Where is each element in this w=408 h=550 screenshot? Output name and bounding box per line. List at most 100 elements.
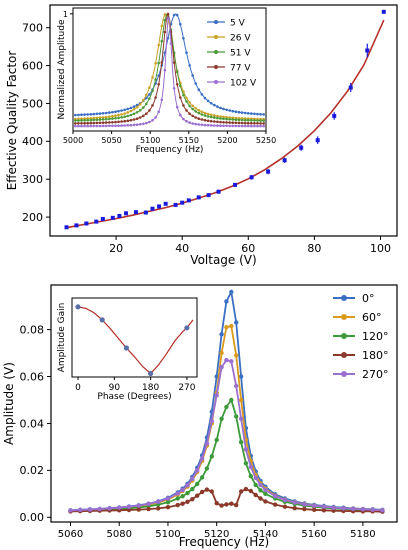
series-marker (78, 507, 83, 513)
series-marker (243, 486, 249, 492)
inset-plot-area (71, 297, 198, 378)
series-marker (213, 120, 216, 123)
series-marker (206, 115, 210, 118)
data-point (117, 213, 122, 218)
y-tick-label: 0.00 (20, 511, 45, 524)
data-point (332, 113, 337, 118)
series-marker (206, 123, 210, 127)
series-marker (253, 482, 258, 488)
series-marker (222, 115, 225, 119)
legend-marker (341, 314, 347, 320)
series-marker (120, 113, 123, 116)
series-marker (185, 51, 188, 54)
series-marker (194, 122, 197, 126)
series-marker (77, 122, 80, 125)
y-tick-label: 0.02 (20, 464, 45, 477)
series-marker (126, 124, 130, 127)
top-inset-chart: 5000 5050 5100 5150 5200 5250 1 Frequency (Hz) N… (57, 7, 276, 155)
series-marker (80, 122, 83, 125)
series-marker (182, 117, 185, 121)
data-point (315, 138, 320, 143)
x-tick-label: 5200 (217, 136, 237, 145)
series-marker (83, 121, 86, 125)
x-tick-label: 80 (307, 242, 321, 255)
series-marker (98, 118, 102, 121)
series-marker (114, 117, 117, 120)
y-axis-label: Effective Quality Factor (5, 51, 19, 191)
series-marker (111, 121, 114, 124)
series-marker (222, 124, 225, 128)
y-tick-label: 600 (22, 59, 43, 72)
series-marker (240, 124, 244, 128)
series-marker (253, 475, 258, 481)
series-marker (231, 109, 235, 113)
series-marker (77, 113, 80, 117)
series-marker (117, 505, 122, 510)
series-marker (182, 93, 185, 97)
legend-label: 51 V (230, 49, 251, 59)
series-marker (180, 494, 185, 499)
series-marker (120, 116, 123, 119)
series-marker (219, 117, 222, 120)
series-marker (206, 112, 210, 116)
series-marker (146, 506, 151, 512)
series-marker (175, 105, 179, 109)
data-point (124, 211, 129, 216)
series-marker (157, 110, 160, 114)
series-marker (132, 112, 136, 116)
series-marker (250, 119, 253, 122)
series-marker (129, 123, 133, 127)
series-marker (89, 124, 93, 128)
series-marker (95, 116, 99, 120)
series-marker (104, 124, 108, 128)
series-marker (238, 397, 244, 403)
x-axis-label: Frequency (Hz) (136, 145, 204, 155)
y-tick-label: 700 (22, 22, 43, 35)
series-marker (132, 108, 136, 111)
series-marker (92, 118, 96, 122)
series-marker (185, 483, 190, 488)
series-marker (219, 350, 224, 356)
series-marker (165, 505, 171, 510)
data-point (365, 48, 370, 53)
data-point (186, 198, 191, 203)
series-marker (83, 119, 86, 122)
series-marker (380, 508, 385, 513)
series-marker (114, 110, 117, 113)
series-marker (222, 117, 225, 121)
series-marker (135, 103, 139, 107)
series-marker (216, 116, 219, 120)
series-marker (191, 74, 194, 77)
data-point (143, 210, 148, 215)
series-marker (253, 119, 256, 122)
series-marker (194, 116, 197, 119)
data-point (196, 195, 201, 200)
data-point (110, 215, 115, 220)
series-marker (204, 466, 210, 471)
series-marker (95, 112, 99, 116)
series-marker (237, 118, 241, 122)
series-marker (253, 112, 256, 116)
series-marker (209, 489, 214, 494)
series-marker (89, 121, 93, 125)
series-marker (238, 489, 244, 494)
bottom-chart-panel: 5060 5080 5100 5120 5140 5160 5180 0.00 0.02 0.04… (2, 284, 398, 549)
series-marker (219, 115, 222, 118)
series-marker (256, 112, 259, 116)
series-marker (214, 501, 219, 506)
series-marker (148, 97, 151, 100)
series-marker (132, 118, 136, 121)
series-marker (126, 111, 130, 114)
data-point (173, 202, 178, 207)
series-marker (120, 124, 123, 127)
series-marker (129, 106, 133, 110)
y-tick-label: 200 (22, 211, 43, 224)
series-marker (138, 116, 142, 119)
series-marker (209, 454, 214, 459)
series-marker (258, 488, 263, 493)
series-marker (148, 93, 151, 96)
x-axis-label: Voltage (V) (190, 253, 256, 267)
legend-marker (341, 371, 347, 377)
series-marker (126, 107, 130, 111)
series-marker (243, 461, 249, 466)
